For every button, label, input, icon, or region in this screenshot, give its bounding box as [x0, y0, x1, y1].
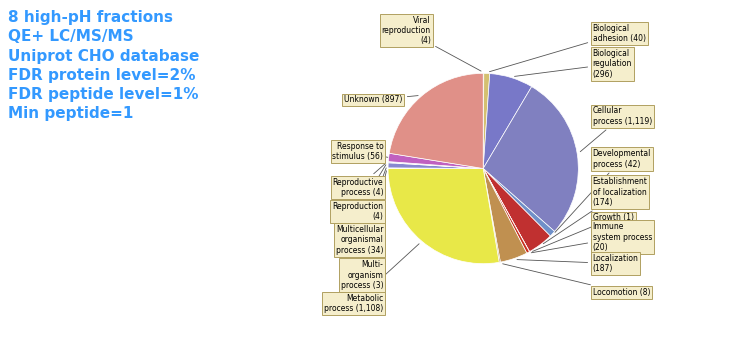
Text: Locomotion (8): Locomotion (8) — [503, 264, 650, 297]
Text: Reproduction
(4): Reproduction (4) — [332, 165, 386, 221]
Text: Unknown (897): Unknown (897) — [344, 95, 418, 104]
Text: Multi-
organism
process (3): Multi- organism process (3) — [341, 171, 387, 290]
Wedge shape — [388, 163, 483, 168]
Wedge shape — [483, 73, 532, 168]
Wedge shape — [483, 168, 555, 236]
Text: Biological
adhesion (40): Biological adhesion (40) — [489, 24, 646, 72]
Wedge shape — [388, 153, 483, 168]
Wedge shape — [483, 73, 490, 168]
Text: 8 high-pH fractions
QE+ LC/MS/MS
Uniprot CHO database
FDR protein level=2%
FDR p: 8 high-pH fractions QE+ LC/MS/MS Uniprot… — [8, 10, 199, 121]
Text: Reproductive
process (4): Reproductive process (4) — [333, 164, 385, 197]
Text: Growth (1): Growth (1) — [532, 213, 633, 251]
Wedge shape — [483, 87, 578, 232]
Text: Immune
system process
(20): Immune system process (20) — [532, 222, 652, 253]
Wedge shape — [483, 168, 527, 262]
Text: Establishment
of localization
(174): Establishment of localization (174) — [544, 177, 648, 244]
Wedge shape — [483, 168, 501, 262]
Text: Developmental
process (42): Developmental process (42) — [555, 149, 651, 232]
Wedge shape — [390, 73, 483, 168]
Text: Metabolic
process (1,108): Metabolic process (1,108) — [324, 244, 419, 313]
Wedge shape — [483, 168, 550, 252]
Text: Viral
reproduction
(4): Viral reproduction (4) — [382, 16, 481, 71]
Wedge shape — [388, 168, 499, 264]
Wedge shape — [483, 168, 529, 253]
Text: Response to
stimulus (56): Response to stimulus (56) — [332, 142, 388, 161]
Wedge shape — [388, 161, 483, 168]
Text: Multicellular
organismal
process (34): Multicellular organismal process (34) — [336, 168, 387, 255]
Text: Cellular
process (1,119): Cellular process (1,119) — [581, 106, 652, 152]
Wedge shape — [388, 162, 483, 168]
Wedge shape — [483, 168, 529, 252]
Text: Biological
regulation
(296): Biological regulation (296) — [514, 49, 632, 79]
Text: Localization
(187): Localization (187) — [517, 254, 639, 273]
